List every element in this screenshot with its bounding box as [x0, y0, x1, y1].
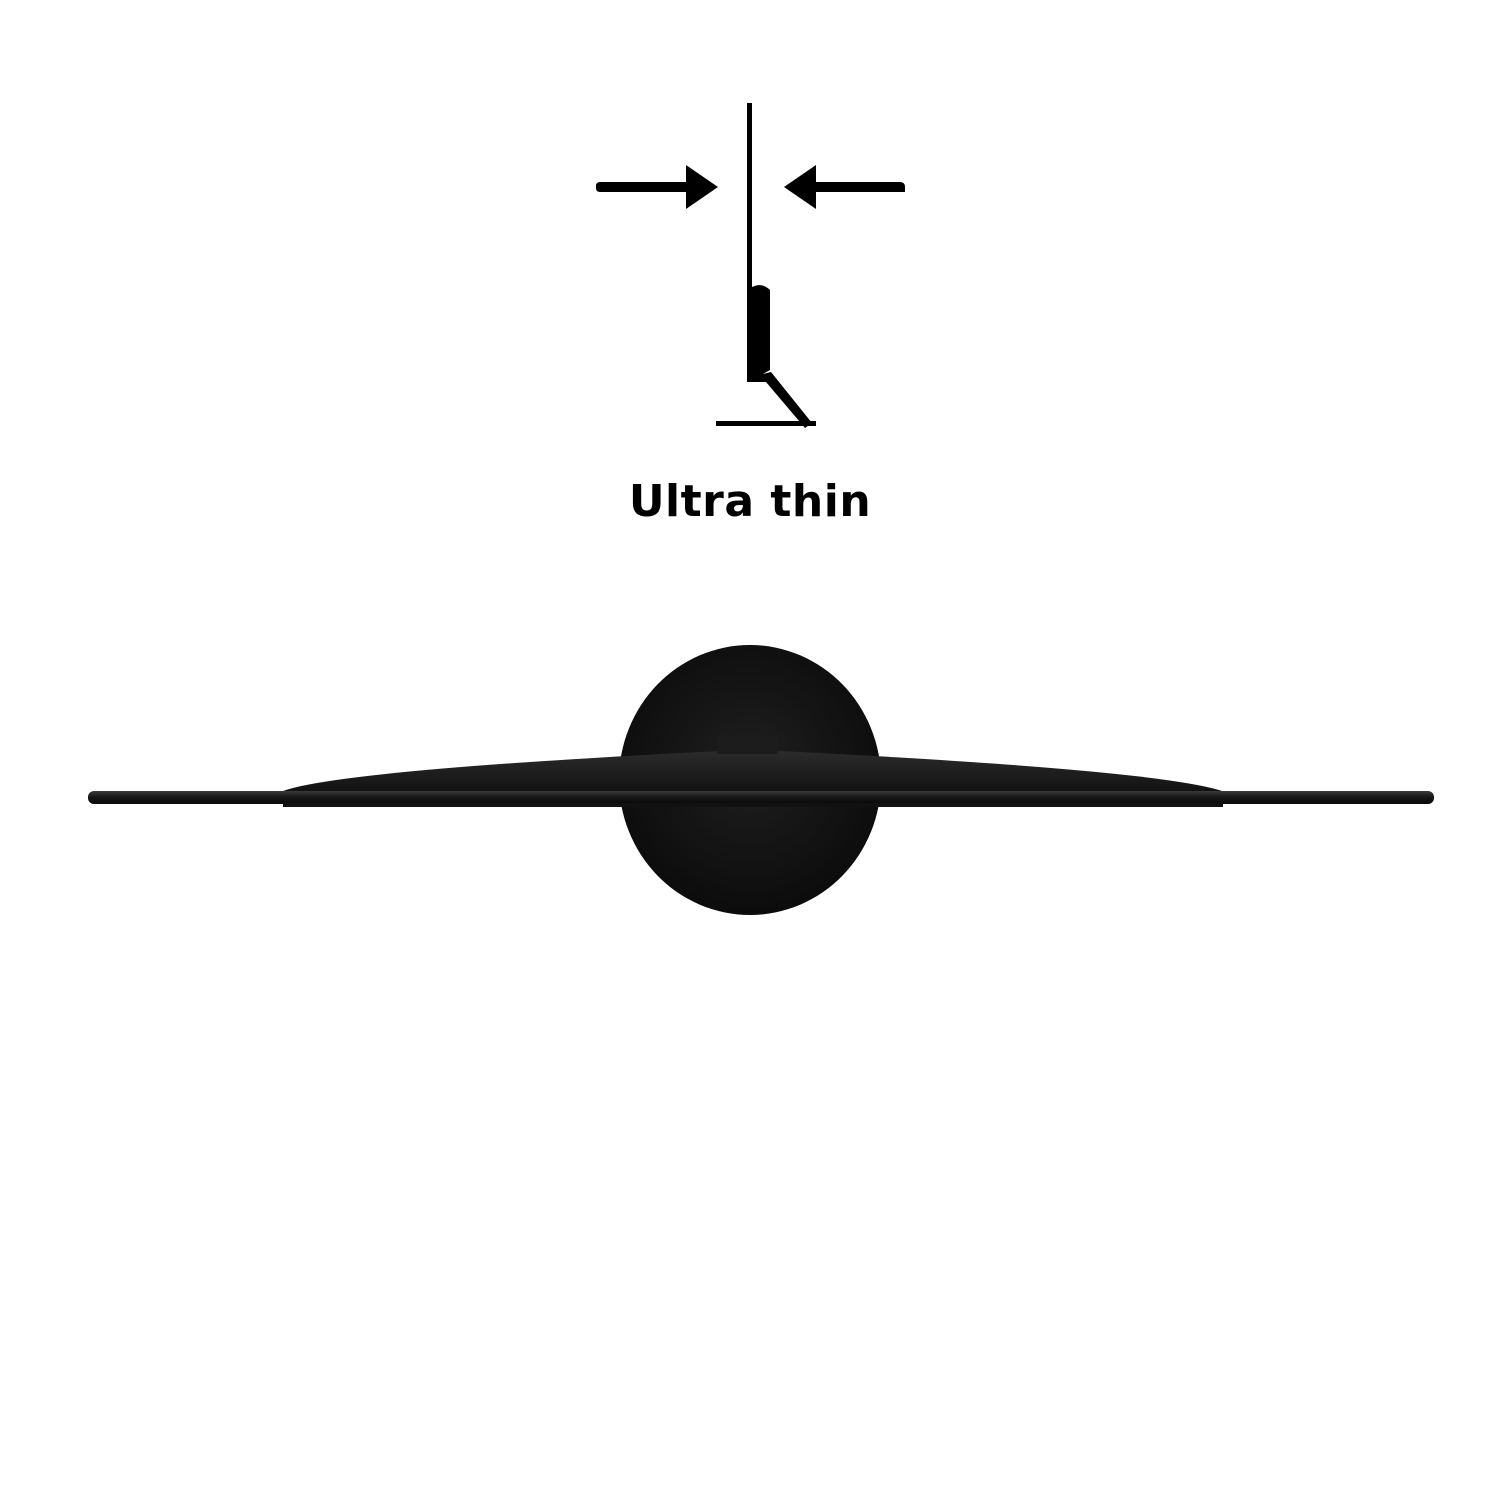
monitor-top-view-photo — [88, 645, 1434, 915]
arrow-left-icon — [784, 165, 905, 209]
hinge-block — [717, 736, 778, 754]
back-housing — [752, 285, 770, 380]
panel-profile-line — [747, 103, 752, 381]
panel-edge — [88, 791, 1434, 804]
back-shell — [283, 751, 1222, 798]
stand-base-line — [716, 421, 816, 426]
monitor-side-profile-icon — [596, 103, 905, 428]
shell-lower-edge — [283, 803, 1223, 807]
arrow-right-icon — [596, 165, 718, 209]
feature-caption: Ultra thin — [628, 476, 872, 527]
stand-neck — [747, 372, 812, 428]
